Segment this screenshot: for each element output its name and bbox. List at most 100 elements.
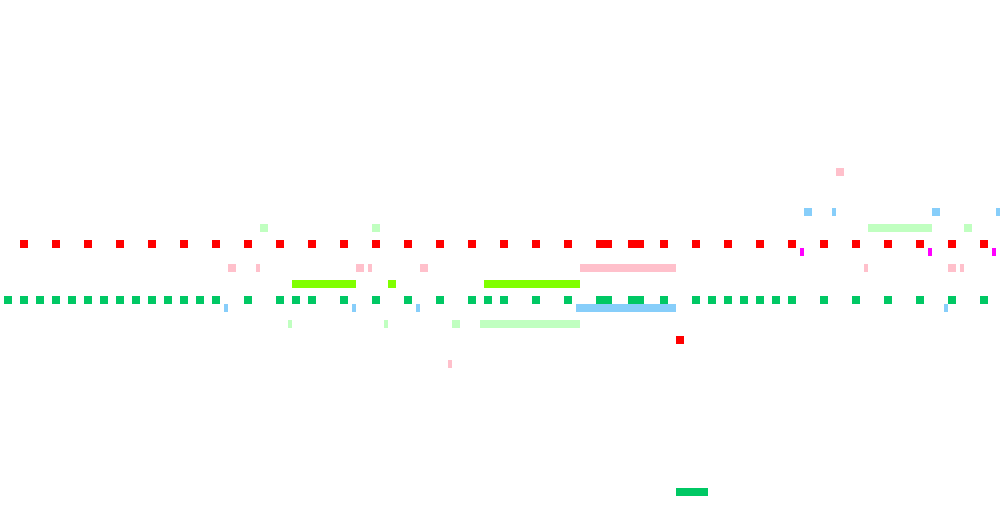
green-square xyxy=(292,296,300,304)
green-square xyxy=(884,296,892,304)
lime-bar xyxy=(484,280,580,288)
red-square xyxy=(276,240,284,248)
red-square xyxy=(916,240,924,248)
green-square xyxy=(564,296,572,304)
light-green-bar xyxy=(868,224,932,232)
pink-mark xyxy=(864,264,868,272)
red-square xyxy=(948,240,956,248)
light-blue-bar xyxy=(576,304,676,312)
light-green-mark xyxy=(384,320,388,328)
light-green-mark xyxy=(372,224,380,232)
green-square xyxy=(244,296,252,304)
red-square xyxy=(20,240,28,248)
light-blue-mark xyxy=(944,304,948,312)
red-square xyxy=(308,240,316,248)
green-square xyxy=(212,296,220,304)
green-square xyxy=(164,296,172,304)
green-square xyxy=(692,296,700,304)
green-square xyxy=(36,296,44,304)
pink-mark xyxy=(836,168,844,176)
red-square xyxy=(180,240,188,248)
green-square xyxy=(484,296,492,304)
red-square xyxy=(244,240,252,248)
red-square xyxy=(372,240,380,248)
green-square xyxy=(708,296,716,304)
green-square xyxy=(340,296,348,304)
green-square xyxy=(100,296,108,304)
green-square xyxy=(308,296,316,304)
red-square xyxy=(628,240,636,248)
green-square xyxy=(372,296,380,304)
red-square xyxy=(724,240,732,248)
green-square xyxy=(788,296,796,304)
light-blue-mark xyxy=(416,304,420,312)
red-square xyxy=(788,240,796,248)
green-square xyxy=(404,296,412,304)
green-square xyxy=(436,296,444,304)
green-square xyxy=(916,296,924,304)
green-square xyxy=(980,296,988,304)
pink-mark xyxy=(356,264,364,272)
green-square xyxy=(820,296,828,304)
red-square xyxy=(436,240,444,248)
green-square xyxy=(132,296,140,304)
light-green-mark xyxy=(452,320,460,328)
green-square xyxy=(4,296,12,304)
light-blue-mark xyxy=(996,208,1000,216)
green-square xyxy=(68,296,76,304)
green-square xyxy=(756,296,764,304)
red-square xyxy=(564,240,572,248)
red-square xyxy=(676,336,684,344)
magenta-tick xyxy=(992,248,996,256)
red-square xyxy=(660,240,668,248)
green-square xyxy=(180,296,188,304)
pink-mark xyxy=(448,360,452,368)
light-blue-mark xyxy=(352,304,356,312)
green-square xyxy=(532,296,540,304)
red-square xyxy=(500,240,508,248)
light-green-mark xyxy=(260,224,268,232)
red-square xyxy=(212,240,220,248)
red-square xyxy=(692,240,700,248)
green-square xyxy=(276,296,284,304)
green-square xyxy=(724,296,732,304)
red-square xyxy=(636,240,644,248)
red-square xyxy=(116,240,124,248)
pink-mark xyxy=(256,264,260,272)
pink-mark xyxy=(960,264,964,272)
red-square xyxy=(820,240,828,248)
green-square xyxy=(948,296,956,304)
green-square xyxy=(84,296,92,304)
pink-mark xyxy=(228,264,236,272)
green-square xyxy=(20,296,28,304)
green-block xyxy=(596,296,612,304)
red-square xyxy=(340,240,348,248)
red-square xyxy=(148,240,156,248)
light-blue-mark xyxy=(804,208,812,216)
red-square xyxy=(84,240,92,248)
green-square xyxy=(660,296,668,304)
green-square xyxy=(148,296,156,304)
green-square xyxy=(852,296,860,304)
red-square xyxy=(884,240,892,248)
light-green-mark xyxy=(964,224,972,232)
pink-bar xyxy=(580,264,676,272)
red-square xyxy=(468,240,476,248)
green-square xyxy=(468,296,476,304)
pink-mark xyxy=(420,264,428,272)
pink-mark xyxy=(368,264,372,272)
red-square xyxy=(532,240,540,248)
light-blue-mark xyxy=(224,304,228,312)
green-bar xyxy=(676,488,708,496)
green-square xyxy=(740,296,748,304)
light-blue-mark xyxy=(932,208,940,216)
lime-bar xyxy=(388,280,396,288)
light-green-bar xyxy=(480,320,580,328)
green-block xyxy=(628,296,644,304)
light-blue-mark xyxy=(832,208,836,216)
red-square xyxy=(604,240,612,248)
green-square xyxy=(196,296,204,304)
lime-bar xyxy=(292,280,356,288)
